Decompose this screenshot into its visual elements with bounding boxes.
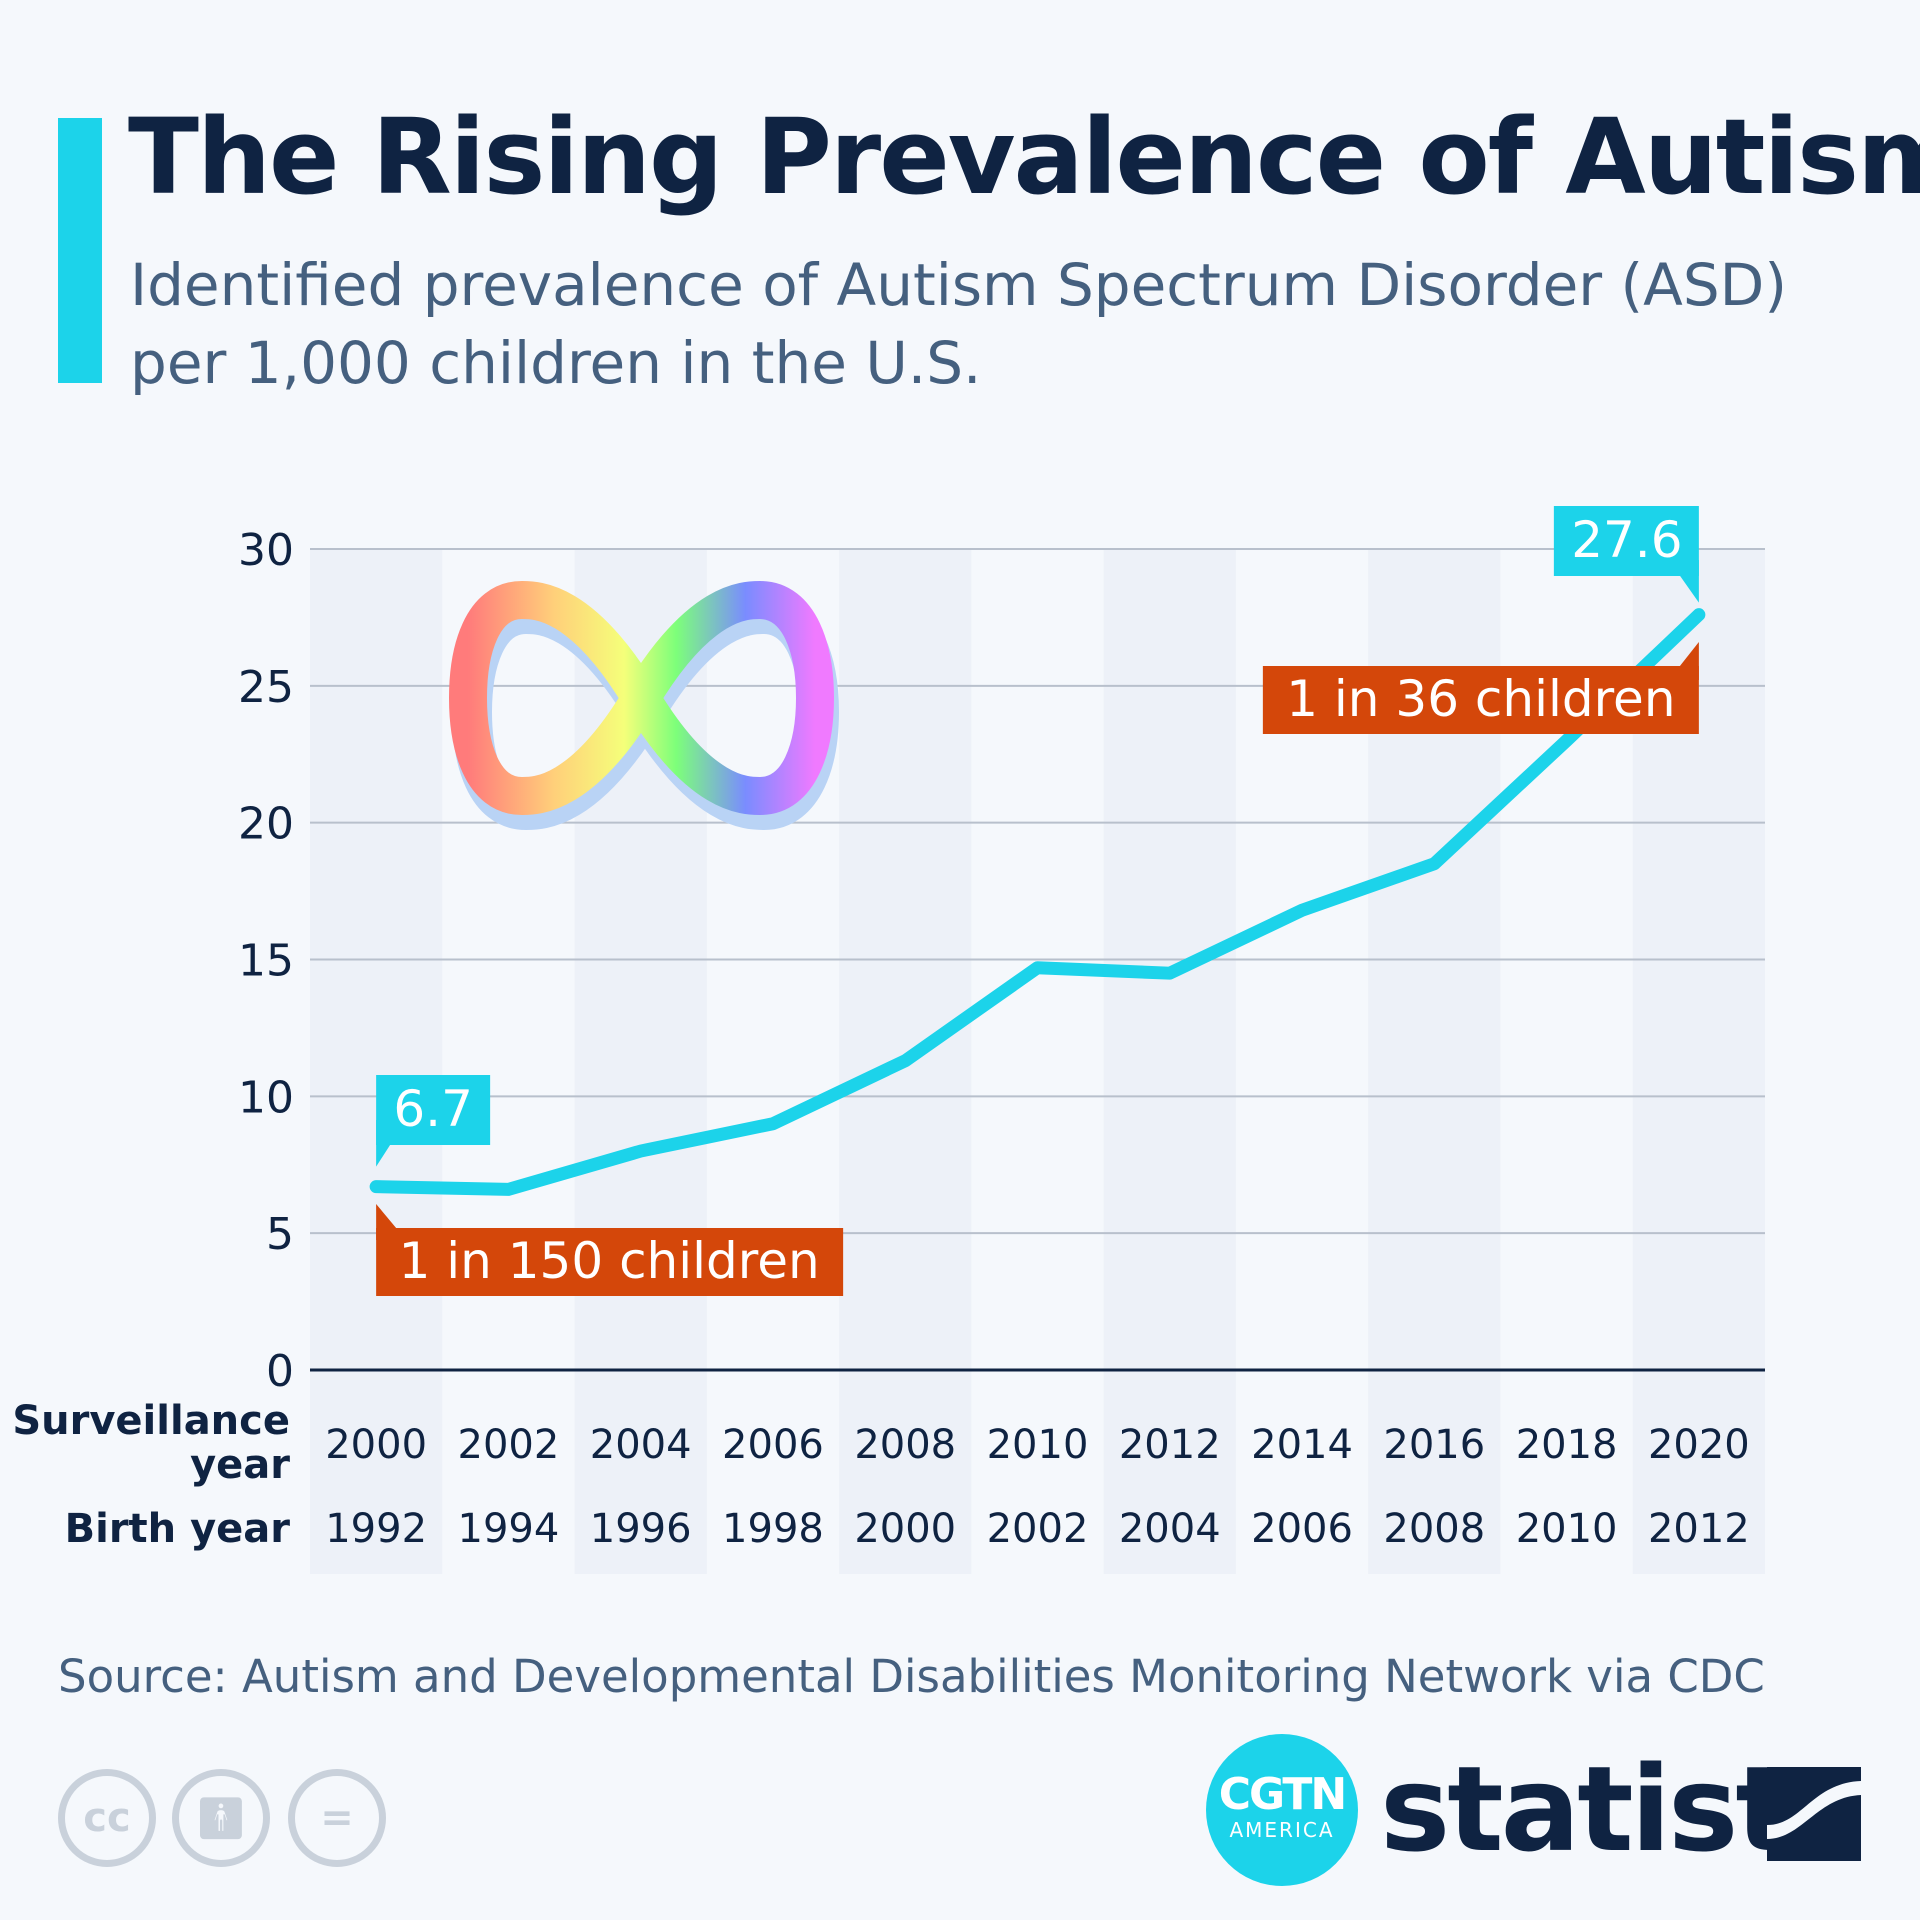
column-band: [1103, 549, 1236, 1574]
x-tick-surveillance-2004: 2004: [590, 1422, 692, 1468]
x-tick-birth-1996: 1996: [590, 1506, 692, 1552]
annotation-box-first: [376, 1228, 844, 1296]
x-tick-birth-2010: 2010: [1516, 1506, 1618, 1552]
page-title: The Rising Prevalence of Autism: [128, 96, 1920, 218]
cgtn-logo: CGTN AMERICA: [1206, 1734, 1358, 1886]
annotation-box-last: [1262, 666, 1699, 734]
data-label-box-first: [376, 1075, 491, 1145]
y-tick-0: 0: [266, 1346, 294, 1397]
x-tick-birth-2006: 2006: [1251, 1506, 1353, 1552]
x-tick-surveillance-2008: 2008: [854, 1422, 956, 1468]
infinity-icon: [448, 580, 840, 831]
y-tick-25: 25: [238, 662, 294, 713]
x-tick-surveillance-2016: 2016: [1383, 1422, 1485, 1468]
x-tick-birth-2004: 2004: [1119, 1506, 1221, 1552]
x-row-label-surveillance-2: year: [190, 1442, 290, 1488]
no-derivatives-icon[interactable]: =: [288, 1769, 386, 1867]
annotation-last: 1 in 36 children: [1286, 670, 1675, 728]
x-tick-birth-2008: 2008: [1383, 1506, 1485, 1552]
data-label-box-last: [1553, 506, 1699, 576]
data-label-first: 6.7: [393, 1080, 473, 1138]
page-subtitle: Identified prevalence of Autism Spectrum…: [130, 251, 1787, 397]
x-tick-birth-2012: 2012: [1648, 1506, 1750, 1552]
x-tick-surveillance-2006: 2006: [722, 1422, 824, 1468]
column-band: [310, 549, 443, 1574]
y-tick-10: 10: [238, 1072, 294, 1123]
x-tick-surveillance-2002: 2002: [458, 1422, 560, 1468]
y-tick-30: 30: [238, 525, 294, 576]
title-accent-bar: [58, 118, 102, 383]
cc-icon[interactable]: cc: [58, 1769, 156, 1867]
x-tick-surveillance-2010: 2010: [987, 1422, 1089, 1468]
x-row-label-birth: Birth year: [65, 1506, 291, 1552]
statista-logo-icon: [1767, 1767, 1861, 1861]
annotation-first: 1 in 150 children: [399, 1232, 820, 1290]
y-tick-15: 15: [238, 936, 294, 987]
x-tick-surveillance-2014: 2014: [1251, 1422, 1353, 1468]
x-tick-birth-2002: 2002: [987, 1506, 1089, 1552]
x-tick-surveillance-2000: 2000: [325, 1422, 427, 1468]
x-tick-surveillance-2012: 2012: [1119, 1422, 1221, 1468]
x-tick-birth-1992: 1992: [325, 1506, 427, 1552]
data-label-last: 27.6: [1571, 511, 1682, 569]
y-tick-20: 20: [238, 799, 294, 850]
y-tick-5: 5: [266, 1209, 294, 1260]
x-tick-surveillance-2020: 2020: [1648, 1422, 1750, 1468]
x-tick-surveillance-2018: 2018: [1516, 1422, 1618, 1468]
x-tick-birth-1994: 1994: [458, 1506, 560, 1552]
source-note: Source: Autism and Developmental Disabil…: [58, 1650, 1765, 1703]
attribution-icon[interactable]: 🚹︎: [172, 1769, 270, 1867]
x-row-label-surveillance: Surveillance: [12, 1398, 290, 1444]
x-tick-birth-2000: 2000: [854, 1506, 956, 1552]
x-tick-birth-1998: 1998: [722, 1506, 824, 1552]
